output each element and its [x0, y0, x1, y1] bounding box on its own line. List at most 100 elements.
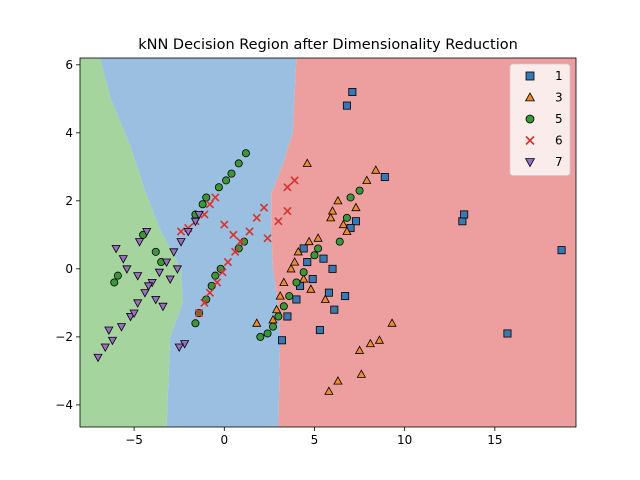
data-point-class-7: [194, 210, 204, 220]
data-point-class-7: [104, 326, 114, 336]
data-point-class-3: [342, 226, 352, 235]
data-point-class-5: [241, 149, 250, 158]
data-point-class-7: [154, 268, 164, 278]
data-point-class-7: [158, 302, 168, 312]
x-tick-label: −5: [125, 433, 143, 447]
y-tick-label: 0: [65, 262, 73, 276]
legend-label: 6: [555, 134, 563, 148]
data-point-class-5: [207, 281, 216, 290]
data-point-class-5: [335, 237, 344, 246]
data-point-class-7: [129, 309, 139, 319]
data-point-class-6: [200, 298, 209, 308]
data-point-class-6: [205, 200, 215, 209]
data-point-class-1: [292, 295, 301, 304]
data-point-class-1: [315, 326, 324, 335]
data-point-class-6: [263, 234, 272, 243]
axes-frame: [79, 57, 577, 428]
data-point-class-1: [324, 288, 333, 297]
data-point-class-6: [211, 193, 220, 202]
data-point-class-1: [348, 88, 357, 97]
data-point-class-5: [292, 278, 301, 287]
y-tick-label: 4: [65, 126, 73, 140]
data-point-class-3: [387, 318, 397, 327]
data-point-class-7: [93, 353, 103, 363]
data-point-class-7: [165, 275, 175, 285]
data-point-class-7: [134, 238, 145, 247]
data-point-class-5: [263, 329, 272, 338]
y-tick-label: −2: [55, 330, 73, 344]
data-point-class-7: [133, 272, 143, 281]
data-point-class-6: [259, 203, 269, 212]
data-point-class-5: [355, 186, 364, 195]
data-point-class-6: [283, 206, 292, 216]
data-point-class-6: [229, 230, 238, 240]
data-point-class-6: [274, 217, 283, 226]
data-point-class-3: [279, 277, 289, 286]
data-point-class-7: [118, 255, 128, 264]
y-tick-label: 6: [65, 58, 73, 72]
data-point-class-3: [275, 291, 285, 300]
legend-box: [509, 63, 571, 176]
data-point-class-5: [310, 251, 319, 260]
data-point-class-3: [299, 274, 309, 283]
data-point-class-5: [211, 271, 220, 280]
data-point-class-3: [313, 233, 323, 242]
data-point-class-5: [198, 200, 207, 209]
data-point-class-3: [354, 345, 365, 354]
data-point-class-7: [100, 343, 110, 353]
y-tick-label: −4: [55, 398, 73, 412]
data-point-class-1: [460, 210, 469, 219]
legend-marker-1: [525, 71, 535, 81]
data-point-class-7: [142, 227, 152, 237]
data-point-class-6: [220, 220, 229, 229]
data-point-class-7: [111, 244, 121, 254]
data-point-class-1: [299, 244, 308, 253]
data-point-class-3: [271, 304, 282, 314]
data-point-class-5: [274, 312, 283, 321]
data-point-class-5: [279, 302, 288, 311]
data-point-class-6: [176, 227, 186, 236]
legend-marker-7: [524, 158, 536, 168]
y-tick-label: 2: [65, 194, 73, 208]
data-point-class-7: [151, 296, 161, 305]
data-point-class-3: [289, 257, 300, 266]
data-point-class-6: [205, 288, 215, 297]
data-point-class-7: [122, 265, 132, 274]
data-point-class-5: [151, 247, 160, 256]
data-point-class-3: [362, 175, 372, 184]
data-point-class-5: [256, 332, 265, 341]
data-point-class-1: [503, 329, 512, 338]
data-point-class-6: [245, 227, 254, 236]
data-point-class-5: [299, 268, 308, 277]
data-point-class-3: [338, 219, 348, 229]
data-point-class-1: [380, 173, 389, 182]
data-point-class-7: [143, 282, 154, 291]
data-point-class-7: [174, 343, 184, 353]
data-point-class-1: [557, 246, 566, 255]
data-point-class-3: [374, 335, 385, 344]
legend-label: 3: [555, 91, 563, 105]
legend-marker-3: [524, 92, 536, 102]
scatter-points: [93, 88, 566, 395]
data-point-class-7: [107, 336, 118, 346]
data-point-class-1: [303, 258, 312, 267]
data-point-class-6: [252, 213, 261, 223]
data-point-class-3: [302, 158, 312, 167]
plot-border: [79, 57, 577, 428]
data-point-class-5: [222, 176, 231, 185]
x-tick-label: 5: [311, 433, 319, 447]
data-point-class-3: [365, 338, 376, 348]
data-point-class-5: [113, 271, 122, 280]
data-point-class-6: [283, 183, 292, 192]
x-axis: −5 0 5 10 15: [125, 427, 502, 447]
data-point-class-7: [116, 323, 127, 332]
x-tick-label: 10: [397, 433, 412, 447]
data-point-class-7: [183, 227, 193, 237]
data-point-class-6: [194, 308, 204, 318]
data-point-class-1: [458, 217, 467, 226]
data-point-class-3: [351, 202, 361, 212]
data-point-class-3: [333, 376, 343, 385]
legend-label: 5: [555, 112, 563, 126]
data-point-class-5: [202, 193, 211, 202]
data-point-class-1: [278, 336, 287, 345]
